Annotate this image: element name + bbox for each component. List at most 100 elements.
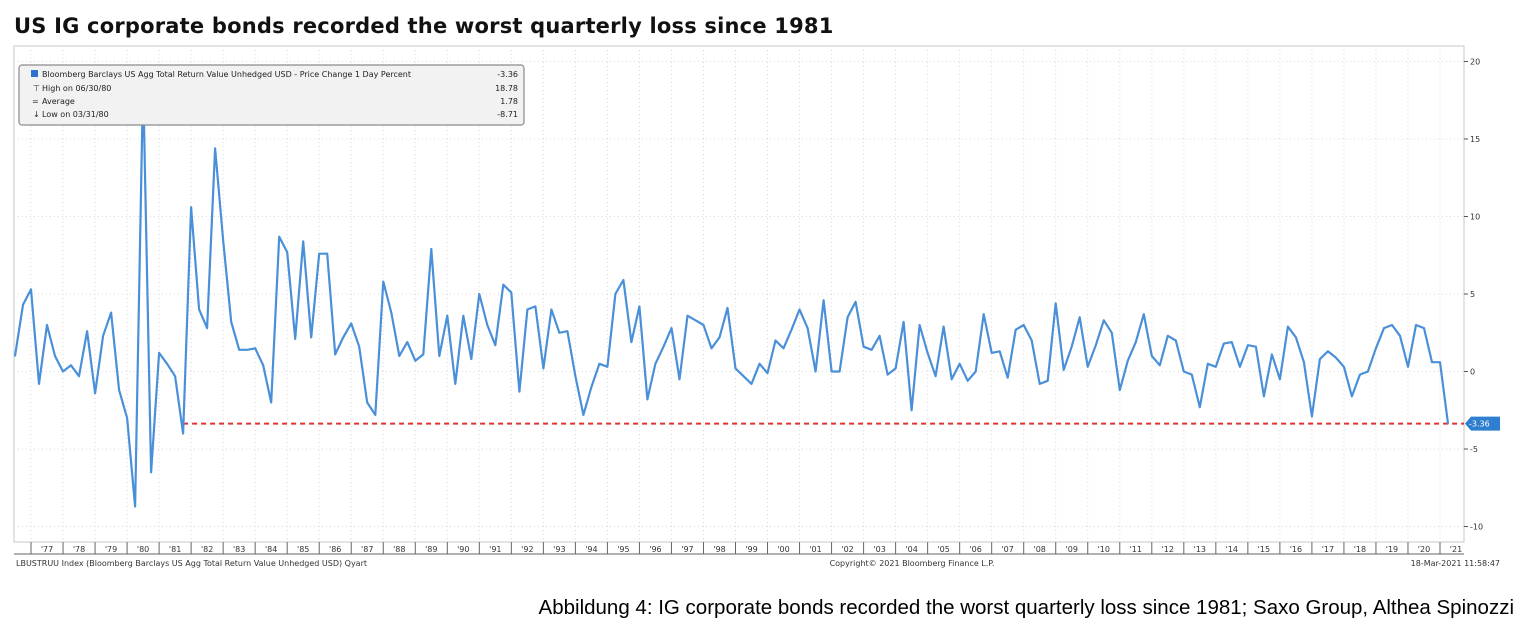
x-tick-label: '92 — [521, 545, 533, 554]
last-value-badge-shape — [1465, 416, 1500, 431]
x-tick-label: '77 — [41, 545, 53, 554]
data-point — [774, 339, 777, 342]
data-point — [742, 375, 745, 378]
data-point — [582, 414, 585, 416]
data-point — [350, 322, 353, 325]
data-point — [1143, 313, 1145, 316]
legend-low-label: Low on 03/31/80 — [42, 110, 109, 119]
data-point — [1062, 369, 1065, 371]
data-point — [806, 327, 809, 329]
data-point — [438, 355, 441, 357]
data-point — [310, 336, 313, 339]
data-point — [662, 345, 665, 348]
data-point — [150, 471, 152, 474]
x-tick-label: '99 — [745, 545, 757, 554]
data-point — [70, 364, 72, 367]
data-point — [1239, 366, 1241, 368]
x-tick-label: '87 — [361, 545, 373, 554]
data-point — [446, 314, 449, 317]
y-tick-label: 5 — [1470, 290, 1475, 299]
series-points — [14, 79, 1449, 508]
legend-box — [18, 64, 525, 126]
figure-caption: Abbildung 4: IG corporate bonds recorded… — [538, 596, 1514, 619]
x-tick-label: '18 — [1354, 545, 1366, 554]
data-point — [430, 248, 433, 250]
data-point — [990, 352, 993, 354]
x-tick-label: '20 — [1418, 545, 1430, 554]
data-point — [510, 291, 513, 294]
data-point — [166, 363, 168, 365]
data-point — [718, 336, 721, 339]
data-point — [694, 319, 697, 322]
x-tick-label: '88 — [393, 545, 405, 554]
high-marker-icon: ⊤ — [33, 84, 40, 93]
data-point — [1014, 328, 1017, 331]
data-point — [838, 370, 841, 373]
data-point — [1078, 316, 1081, 319]
data-point — [1319, 358, 1321, 360]
data-point — [558, 332, 561, 334]
data-point — [342, 336, 345, 339]
data-point — [1255, 345, 1257, 348]
low-marker-icon: ↓ — [33, 110, 40, 119]
data-point — [118, 389, 120, 391]
data-point — [1327, 350, 1329, 353]
footer-copyright: Copyright© 2021 Bloomberg Finance L.P. — [830, 559, 995, 568]
data-point — [390, 311, 393, 314]
data-point — [230, 321, 232, 323]
x-tick-label: '85 — [297, 545, 309, 554]
data-point — [598, 363, 601, 365]
data-point — [830, 370, 833, 373]
data-point — [294, 338, 297, 340]
data-point — [766, 372, 769, 374]
data-point — [998, 350, 1001, 353]
x-tick-label: '02 — [841, 545, 853, 554]
x-tick-label: '10 — [1098, 545, 1110, 554]
data-point — [822, 299, 825, 302]
y-tick-label: 10 — [1470, 213, 1480, 222]
data-point — [38, 383, 40, 385]
data-point — [94, 392, 96, 395]
series-line — [13, 79, 1450, 508]
x-tick-label: '04 — [905, 545, 917, 554]
x-tick-label: '93 — [553, 545, 565, 554]
average-marker-icon: = — [32, 97, 39, 106]
data-point — [1183, 370, 1185, 373]
data-point — [486, 324, 489, 326]
data-point — [982, 313, 985, 316]
data-point — [1287, 325, 1289, 328]
legend-avg-label: Average — [42, 97, 75, 106]
data-point — [622, 279, 625, 281]
data-point — [374, 414, 377, 416]
data-point — [182, 432, 184, 435]
y-tick-label: -5 — [1470, 445, 1478, 454]
data-point — [1215, 366, 1217, 368]
data-point — [54, 355, 56, 357]
data-point — [1030, 339, 1033, 342]
x-tick-label: '84 — [265, 545, 277, 554]
data-point — [1335, 356, 1337, 359]
data-point — [1135, 341, 1137, 343]
y-tick-label: 15 — [1470, 135, 1480, 144]
legend-low-value: -8.71 — [497, 110, 518, 119]
data-point — [702, 324, 705, 326]
data-point — [958, 363, 961, 365]
x-tick-label: '07 — [1001, 545, 1013, 554]
data-point — [926, 352, 929, 354]
data-point — [214, 147, 216, 150]
data-point — [630, 341, 633, 343]
y-tick-label: 20 — [1470, 58, 1480, 67]
data-point — [1086, 366, 1089, 368]
data-point — [254, 347, 256, 350]
data-point — [1054, 302, 1057, 305]
data-point — [1415, 324, 1417, 326]
x-tick-label: '12 — [1162, 545, 1174, 554]
data-point — [1311, 415, 1313, 418]
legend-avg-value: 1.78 — [500, 97, 518, 106]
chart-title: US IG corporate bonds recorded the worst… — [14, 14, 834, 38]
x-tick-label: '17 — [1322, 545, 1334, 554]
data-point — [1279, 378, 1281, 381]
data-point — [1295, 336, 1297, 339]
x-tick-label: '86 — [329, 545, 341, 554]
x-tick-label: '90 — [457, 545, 469, 554]
